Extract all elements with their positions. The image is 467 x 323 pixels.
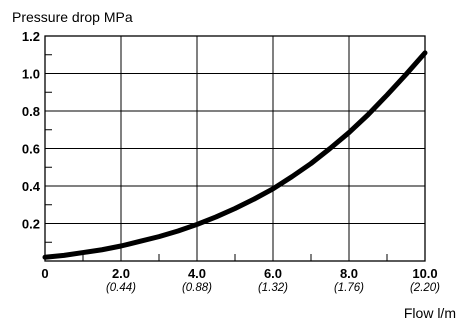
x-tick-label: 0 (41, 266, 48, 281)
x-tick-sublabel: (0.44) (106, 282, 136, 294)
y-tick-label: 0.6 (22, 142, 40, 157)
y-axis-label: Pressure drop MPa (12, 9, 133, 25)
y-tick-label: 0.4 (22, 179, 41, 194)
x-tick-label: 8.0 (340, 266, 358, 281)
y-tick-label: 1.0 (22, 67, 40, 82)
y-tick-label: 1.2 (22, 29, 40, 44)
y-tick-label: 0.8 (22, 104, 40, 119)
x-tick-label: 6.0 (264, 266, 282, 281)
y-ticks: 0.2 0.4 0.6 0.8 1.0 1.2 (22, 29, 41, 232)
x-tick-label: 2.0 (112, 266, 130, 281)
x-tick-label: 10.0 (412, 266, 437, 281)
grid (45, 36, 425, 261)
x-ticks: 0 2.0(0.44) 4.0(0.88) 6.0(1.32) 8.0(1.76) 10.… (41, 266, 440, 294)
x-tick-sublabel: (0.88) (182, 282, 212, 294)
x-tick-sublabel: (2.20) (410, 282, 440, 294)
axes (44, 35, 426, 262)
x-tick-sublabel: (1.32) (258, 282, 288, 294)
series-layer (42, 50, 428, 260)
x-tick-label: 4.0 (188, 266, 206, 281)
x-axis-label: Flow l/m (404, 305, 456, 321)
y-tick-label: 0.2 (22, 217, 40, 232)
x-tick-sublabel: (1.76) (334, 282, 364, 294)
series-line-0 (42, 50, 428, 260)
